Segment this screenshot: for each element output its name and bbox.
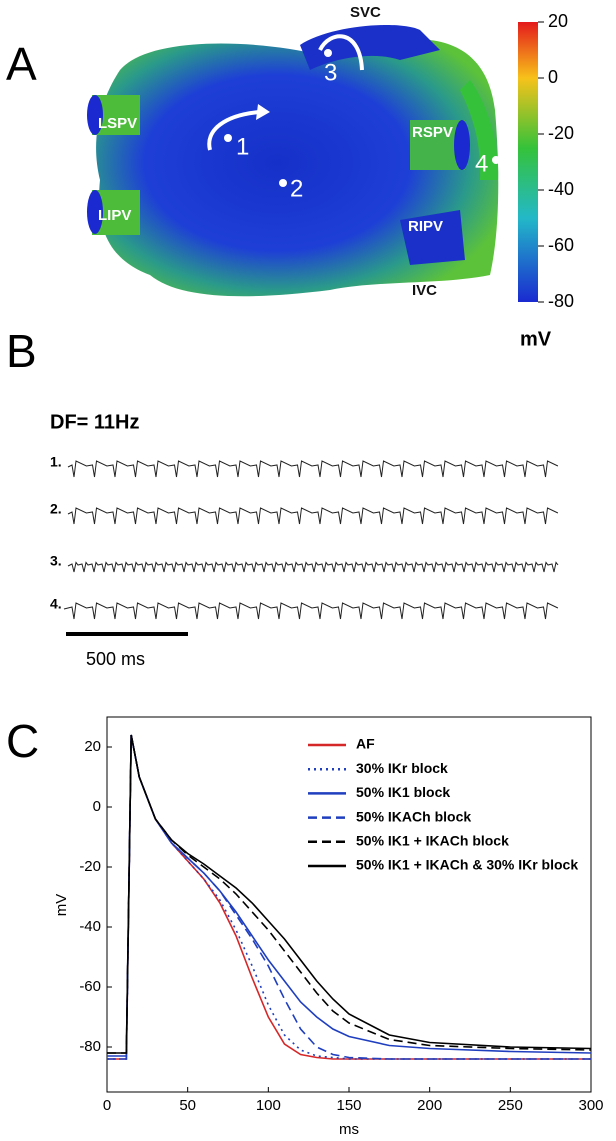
egm-trace [63,602,559,620]
colorbar-tick-label: -60 [548,235,574,255]
egm-trace [67,460,559,478]
legend-label: 30% IKr block [356,760,448,776]
series-line [107,734,591,1060]
panel-label: B [6,325,37,377]
legend-label: 50% IK1 block [356,784,450,800]
trace-label: 1. [50,454,62,470]
region-label: RIPV [408,218,443,235]
trace-label: 3. [50,553,62,569]
colorbar-unit: mV [520,328,552,350]
df-label: DF= 11Hz [50,411,139,433]
atrium-map [87,25,500,297]
y-tick-label: 0 [93,798,101,815]
y-tick-label: -60 [79,978,101,995]
y-tick-label: -80 [79,1038,101,1055]
series-line [107,734,592,1054]
site-label: 1 [236,133,249,160]
region-label: IVC [412,282,437,299]
panel-label: C [6,715,39,767]
x-tick-label: 0 [103,1097,111,1114]
colorbar-tick-label: 20 [548,11,568,31]
x-tick-label: 250 [498,1097,523,1114]
egm-trace [67,507,559,525]
site-label: 3 [324,59,337,86]
legend-label: AF [356,736,375,752]
x-tick-label: 300 [578,1097,603,1114]
colorbar-tick-label: 0 [548,67,558,87]
trace-label: 4. [50,596,62,612]
x-tick-label: 100 [256,1097,281,1114]
series-line [107,734,592,1057]
y-tick-label: -40 [79,918,101,935]
region-label: LIPV [98,207,131,224]
legend-label: 50% IK1 + IKACh & 30% IKr block [356,857,578,873]
series-line [107,734,591,1060]
y-tick-label: -20 [79,858,101,875]
y-tick-label: 20 [84,738,101,755]
y-axis-label: mV [53,894,70,917]
colorbar-tick-label: -20 [548,123,574,143]
x-tick-label: 50 [179,1097,196,1114]
scale-bar-label: 500 ms [86,649,145,669]
x-tick-label: 200 [417,1097,442,1114]
legend-label: 50% IK1 + IKACh block [356,833,509,849]
x-axis-label: ms [339,1121,359,1138]
colorbar [518,22,538,302]
colorbar-tick-label: -80 [548,291,574,311]
series-line [107,734,591,1060]
egm-trace [67,561,559,573]
site-label: 4 [475,150,488,177]
trace-label: 2. [50,501,62,517]
x-tick-label: 150 [336,1097,361,1114]
region-label: SVC [350,4,381,21]
region-label: LSPV [98,115,137,132]
site-label: 2 [290,175,303,202]
colorbar-tick-label: -40 [548,179,574,199]
region-label: RSPV [412,124,453,141]
series-line [107,734,592,1054]
legend-label: 50% IKACh block [356,808,471,824]
panel-label: A [6,38,37,90]
